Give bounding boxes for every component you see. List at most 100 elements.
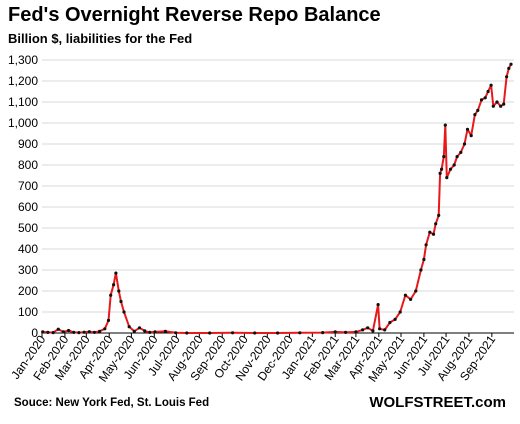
- data-point: [507, 66, 511, 70]
- data-point: [119, 299, 123, 304]
- data-point: [499, 104, 503, 108]
- data-point: [443, 123, 447, 127]
- data-point: [505, 75, 509, 79]
- data-point: [106, 318, 111, 322]
- y-tick-label: 200: [18, 284, 38, 298]
- data-point: [354, 330, 358, 334]
- data-point: [253, 331, 257, 335]
- data-point: [489, 83, 493, 87]
- data-point: [431, 232, 436, 236]
- data-point: [378, 327, 382, 331]
- data-point: [109, 293, 113, 297]
- x-axis-ticks: Jan-2020Feb-2020Mar-2020Apr-2020May-2020…: [8, 332, 498, 384]
- data-point: [112, 283, 116, 287]
- data-point: [137, 326, 142, 330]
- data-point: [366, 326, 370, 330]
- data-point: [509, 62, 513, 66]
- data-point: [153, 330, 157, 334]
- data-point: [361, 328, 365, 332]
- data-point: [437, 213, 441, 217]
- y-tick-label: 100: [18, 305, 38, 319]
- data-point: [438, 171, 442, 175]
- data-point: [419, 268, 423, 272]
- data-point: [185, 331, 189, 335]
- data-point: [87, 330, 91, 334]
- data-point: [82, 330, 86, 334]
- data-point: [371, 329, 375, 333]
- y-tick-label: 0: [31, 326, 38, 340]
- data-point: [67, 328, 71, 333]
- data-point: [422, 257, 426, 262]
- y-tick-label: 400: [18, 242, 38, 256]
- data-point: [414, 289, 418, 293]
- y-tick-label: 300: [18, 263, 38, 277]
- data-point: [298, 331, 302, 335]
- data-point: [424, 243, 428, 247]
- data-point: [61, 330, 65, 334]
- data-point: [344, 330, 348, 334]
- data-point: [483, 96, 487, 100]
- chart-title: Fed's Overnight Reverse Repo Balance: [8, 4, 381, 26]
- data-point: [491, 104, 495, 108]
- data-point: [398, 310, 402, 314]
- data-point: [77, 331, 81, 335]
- data-point: [502, 102, 506, 106]
- source-note: Souce: New York Fed, St. Louis Fed: [14, 397, 210, 409]
- data-point: [56, 327, 60, 331]
- data-point: [117, 289, 121, 293]
- data-point: [41, 330, 45, 334]
- data-point: [473, 113, 477, 117]
- data-point: [462, 142, 467, 146]
- y-tick-label: 1,300: [8, 53, 38, 67]
- data-point: [469, 134, 473, 138]
- data-point: [148, 330, 152, 334]
- chart-subtitle: Billion $, liabilities for the Fed: [8, 31, 193, 46]
- data-point: [46, 330, 50, 334]
- data-point: [486, 89, 490, 94]
- data-point: [403, 293, 407, 297]
- data-point: [143, 329, 147, 333]
- data-point: [409, 297, 413, 301]
- data-point: [114, 271, 118, 275]
- data-point: [132, 329, 136, 333]
- data-point: [383, 328, 387, 332]
- data-point: [495, 100, 499, 104]
- data-point: [208, 331, 212, 335]
- data-point: [92, 330, 96, 334]
- brand-logo-text: WOLFSTREET.com: [369, 394, 506, 411]
- data-point: [476, 108, 480, 112]
- y-tick-label: 1,100: [8, 95, 38, 109]
- data-point: [321, 331, 325, 335]
- data-point: [465, 127, 470, 131]
- data-point: [445, 176, 449, 180]
- data-point: [440, 167, 444, 171]
- data-point: [231, 331, 235, 335]
- series-line: [42, 63, 512, 334]
- data-point: [127, 325, 131, 329]
- y-tick-label: 900: [18, 137, 38, 151]
- data-point: [72, 330, 76, 334]
- series-layer: [41, 62, 513, 335]
- data-point: [333, 330, 337, 334]
- data-point: [448, 167, 453, 171]
- data-point: [479, 98, 484, 102]
- data-point: [434, 222, 438, 226]
- data-point: [452, 163, 456, 167]
- data-point: [51, 331, 55, 335]
- data-point: [163, 329, 167, 333]
- data-point: [459, 150, 463, 154]
- y-axis-ticks: 0 100 200 300 400 500 600 700 800 900 1,000 1,100 1,…: [8, 53, 38, 340]
- y-tick-label: 1,200: [8, 74, 38, 88]
- data-point: [393, 317, 397, 321]
- data-point: [388, 320, 392, 325]
- data-point: [428, 230, 432, 234]
- data-point: [122, 310, 126, 314]
- data-point: [276, 331, 280, 335]
- y-tick-label: 700: [18, 179, 38, 193]
- y-tick-label: 1,000: [8, 116, 38, 130]
- data-point: [442, 155, 446, 159]
- y-tick-label: 600: [18, 200, 38, 214]
- data-point: [98, 329, 102, 333]
- data-point: [103, 327, 107, 331]
